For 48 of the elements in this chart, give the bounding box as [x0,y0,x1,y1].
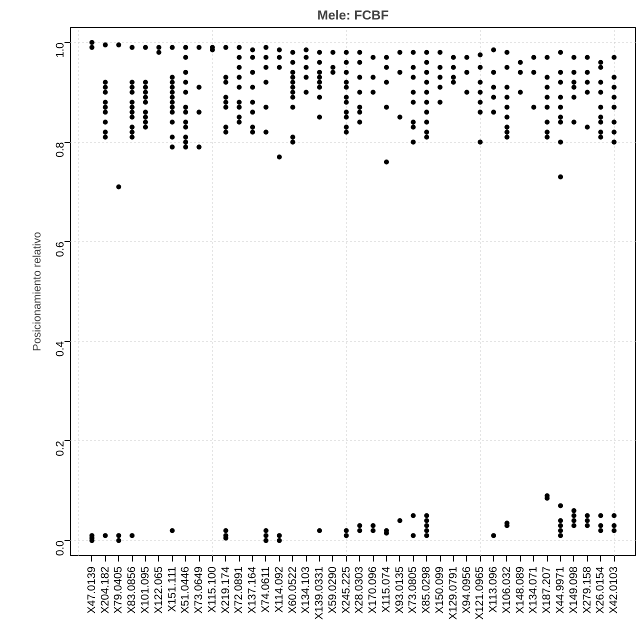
x-tick-label: X59.0290 [326,566,339,614]
x-tick-label: X72.0891 [233,566,246,614]
x-tick-label: X73.0649 [193,566,206,614]
x-tick-label: X129.0791 [447,566,460,620]
chart-title: Mele: FCBF [317,8,389,22]
x-tick-label: X106.032 [500,566,513,614]
x-tick-label: X113.096 [488,566,500,613]
x-tick-label: X151.111 [166,566,178,612]
y-tick-label: 0.0 [54,540,66,556]
x-tick-label: X115.100 [206,566,218,613]
x-tick-label: X134.103 [300,566,312,614]
x-tick-label: X101.095 [139,566,152,614]
x-tick-label: X60.0522 [286,566,299,614]
x-tick-label: X74.0611 [260,566,272,613]
x-tick-label: X279.158 [581,566,594,614]
x-tick-label: X28.0303 [354,566,366,614]
x-tick-label: X85.0298 [420,566,433,614]
y-tick-label: 0.8 [54,142,66,158]
x-tick-label: X26.0154 [594,566,607,614]
x-tick-label: X51.0446 [180,566,192,614]
x-tick-label: X47.0139 [86,566,98,614]
x-tick-label: X139.0331 [314,566,326,620]
x-tick-label: X121.0965 [474,566,486,620]
x-tick-label: X170.096 [367,566,380,614]
x-tick-label: X149.098 [568,566,580,614]
x-tick-label: X150.099 [434,566,446,614]
x-tick-label: X204.182 [99,566,112,614]
x-tick-label: X94.0956 [460,566,473,614]
y-tick-label: 0.2 [54,440,66,456]
x-tick-label: X134.071 [528,566,540,614]
x-tick-label: X79.0405 [112,566,125,614]
x-tick-label: X137.164 [246,566,259,614]
x-tick-label: X187.207 [541,566,554,614]
x-tick-label: X115.074 [380,566,392,613]
x-tick-label: X73.0805 [407,566,420,614]
y-tick-label: 0.6 [54,242,66,257]
x-tick-label: X83.0856 [126,566,138,614]
y-axis-title: Posicionamiento relativo [32,232,44,352]
x-tick-label: X114.092 [273,566,286,613]
x-tick-label: X44.9971 [554,566,567,614]
y-tick-label: 0.4 [54,341,66,357]
x-tick-label: X42.0103 [608,566,620,614]
x-tick-label: X148.089 [514,566,526,614]
x-tick-label: X245.225 [340,566,352,614]
x-tick-label: X93.0135 [394,566,406,614]
x-tick-label: X219.174 [220,566,232,614]
x-tick-label: X122.065 [152,566,165,614]
y-tick-label: 1.0 [54,42,66,58]
